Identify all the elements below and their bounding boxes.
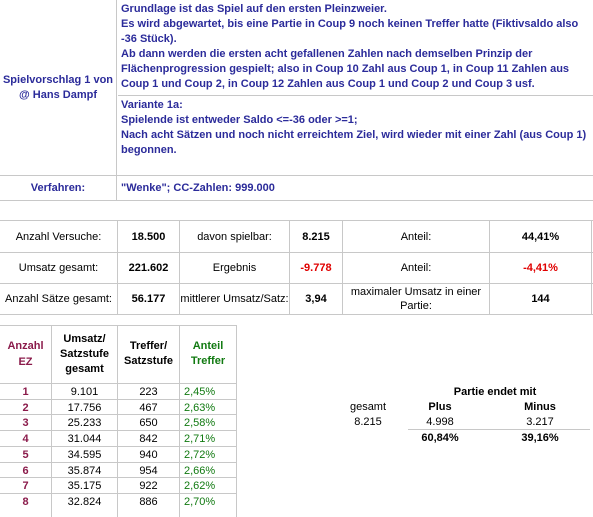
row-anteil[interactable]: 2,62%	[184, 479, 216, 492]
row-treffer[interactable]: 922	[139, 479, 158, 492]
header-anteil-text: Anteil Treffer	[190, 340, 226, 367]
umsatz-gesamt-value[interactable]: 221.602	[128, 262, 169, 274]
row-treffer[interactable]: 842	[139, 432, 158, 445]
row-umsatz[interactable]: 17.756	[67, 401, 102, 414]
row-treffer[interactable]: 940	[139, 448, 158, 461]
row-ez[interactable]: 8	[22, 495, 29, 508]
row-umsatz[interactable]: 25.233	[67, 416, 102, 429]
partie-minus-label: Minus	[524, 400, 556, 413]
row-umsatz[interactable]: 34.595	[67, 448, 102, 461]
anzahl-saetze-label: Anzahl Sätze gesamt:	[4, 293, 112, 305]
partie-plus-value[interactable]: 4.998	[426, 415, 454, 428]
umsatz-gesamt-label: Umsatz gesamt:	[18, 262, 99, 274]
header-anzahl-ez-text: Anzahl EZ	[7, 340, 44, 368]
anzahl-saetze-value[interactable]: 56.177	[131, 293, 166, 305]
header-umsatz-text: Umsatz/ Satzstufe gesamt	[60, 332, 109, 375]
proposal-label[interactable]: Spielvorschlag 1 von @ Hans Dampf	[0, 0, 117, 175]
row-ez[interactable]: 5	[22, 448, 29, 461]
proposal-label-text: Spielvorschlag 1 von @ Hans Dampf	[2, 73, 114, 101]
max-umsatz-label: maximaler Umsatz in einer Partie:	[350, 286, 482, 312]
anteil-label-1: Anteil:	[400, 230, 432, 243]
partie-title: Partie endet mit	[453, 385, 537, 398]
partie-minus-pct[interactable]: 39,16%	[521, 431, 559, 444]
partie-gesamt-label: gesamt	[349, 400, 387, 413]
row-anteil[interactable]: 2,63%	[184, 401, 216, 414]
anzahl-versuche-label: Anzahl Versuche:	[15, 230, 102, 243]
row-anteil[interactable]: 2,66%	[184, 464, 216, 477]
row-treffer[interactable]: 467	[139, 401, 158, 414]
header-treffer-text: Treffer/ Satzstufe	[124, 340, 173, 367]
mittlerer-umsatz-value[interactable]: 3,94	[305, 293, 327, 305]
variant-cell[interactable]: Variante 1a: Spielende ist entweder Sald…	[118, 96, 590, 175]
row-umsatz[interactable]: 32.824	[67, 495, 102, 508]
header-umsatz: Umsatz/ Satzstufe gesamt	[52, 326, 117, 382]
row-ez[interactable]: 6	[22, 464, 29, 477]
anteil-value-1[interactable]: 44,41%	[521, 230, 560, 243]
row-umsatz[interactable]: 35.874	[67, 464, 102, 477]
anteil-label-2: Anteil:	[400, 262, 432, 274]
description-line-2: Es wird abgewartet, bis eine Partie in C…	[121, 18, 579, 45]
row-treffer[interactable]: 886	[139, 495, 158, 508]
variant-line-2: Spielende ist entweder Saldo <=-36 oder …	[121, 114, 358, 126]
row-anteil[interactable]: 2,45%	[184, 385, 216, 398]
mittlerer-umsatz-label: mittlerer Umsatz/Satz:	[180, 293, 289, 305]
anzahl-versuche-value[interactable]: 18.500	[131, 230, 166, 243]
row-umsatz[interactable]: 31.044	[67, 432, 102, 445]
ergebnis-value[interactable]: -9.778	[300, 262, 332, 274]
row-umsatz[interactable]: 9.101	[70, 385, 99, 398]
anteil-value-2[interactable]: -4,41%	[523, 262, 558, 274]
davon-spielbar-value[interactable]: 8.215	[302, 230, 330, 243]
row-ez[interactable]: 4	[22, 432, 29, 445]
partie-plus-label: Plus	[428, 400, 452, 413]
max-umsatz-value[interactable]: 144	[531, 293, 550, 305]
partie-plus-pct[interactable]: 60,84%	[421, 431, 459, 444]
row-ez[interactable]: 3	[22, 416, 29, 429]
description-cell[interactable]: Grundlage ist das Spiel auf den ersten P…	[118, 0, 590, 95]
row-ez[interactable]: 2	[22, 401, 29, 414]
verfahren-value[interactable]: "Wenke"; CC-Zahlen: 999.000	[121, 182, 275, 194]
row-ez[interactable]: 7	[22, 479, 29, 492]
row-anteil[interactable]: 2,70%	[184, 495, 216, 508]
verfahren-label[interactable]: Verfahren:	[0, 176, 117, 200]
davon-spielbar-label: davon spielbar:	[197, 230, 272, 243]
header-anzahl-ez: Anzahl EZ	[0, 326, 51, 382]
partie-minus-value[interactable]: 3.217	[526, 415, 554, 428]
ergebnis-label: Ergebnis	[212, 262, 257, 274]
row-anteil[interactable]: 2,72%	[184, 448, 216, 461]
variant-line-3: Nach acht Sätzen und noch nicht erreicht…	[121, 129, 587, 156]
variant-line-1: Variante 1a:	[121, 99, 183, 111]
row-treffer[interactable]: 223	[139, 385, 158, 398]
header-treffer: Treffer/ Satzstufe	[118, 326, 179, 382]
row-anteil[interactable]: 2,58%	[184, 416, 216, 429]
row-treffer[interactable]: 954	[139, 464, 158, 477]
row-ez[interactable]: 1	[22, 385, 29, 398]
row-treffer[interactable]: 650	[139, 416, 158, 429]
row-anteil[interactable]: 2,71%	[184, 432, 216, 445]
partie-gesamt-value[interactable]: 8.215	[354, 415, 382, 428]
description-line-3: Ab dann werden die ersten acht gefallene…	[121, 48, 570, 90]
description-line-1: Grundlage ist das Spiel auf den ersten P…	[121, 3, 387, 15]
header-anteil: Anteil Treffer	[180, 326, 236, 382]
row-umsatz[interactable]: 35.175	[67, 479, 102, 492]
